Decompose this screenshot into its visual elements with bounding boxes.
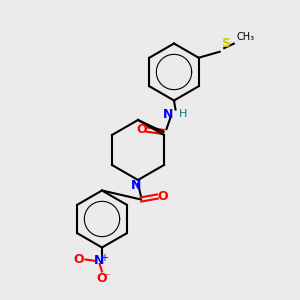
Text: N: N xyxy=(94,254,104,268)
Text: O: O xyxy=(97,272,107,286)
Text: N: N xyxy=(163,107,173,121)
Text: S: S xyxy=(221,37,230,50)
Text: O: O xyxy=(158,190,168,203)
Text: N: N xyxy=(131,179,142,192)
Text: H: H xyxy=(179,109,187,119)
Text: O: O xyxy=(74,253,84,266)
Text: +: + xyxy=(100,253,108,263)
Text: ⁻: ⁻ xyxy=(104,272,110,282)
Text: O: O xyxy=(136,123,147,136)
Text: CH₃: CH₃ xyxy=(236,32,254,42)
